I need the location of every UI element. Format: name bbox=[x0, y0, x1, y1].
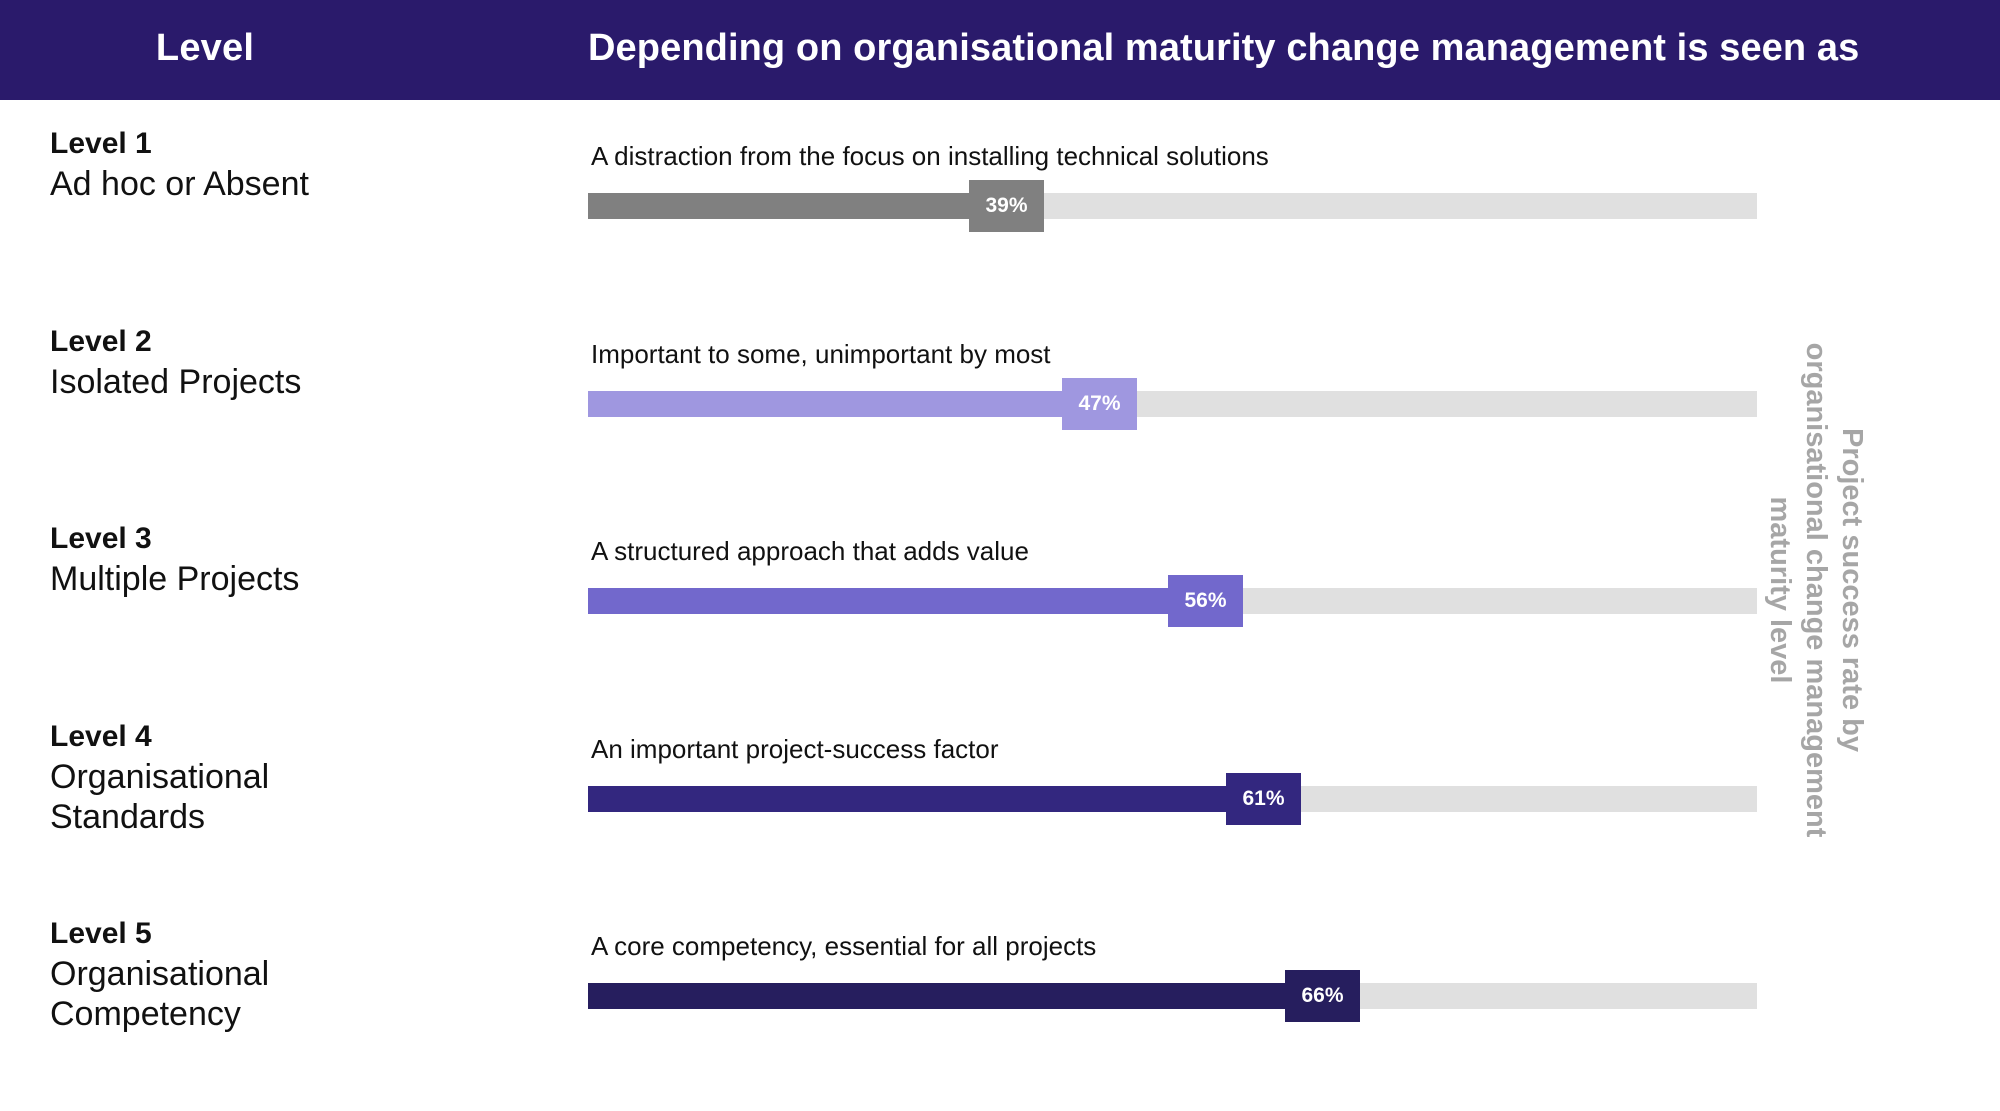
level-name: Ad hoc or Absent bbox=[50, 165, 309, 203]
bar-description: Important to some, unimportant by most bbox=[591, 338, 1051, 369]
level-name: Multiple Projects bbox=[50, 560, 300, 598]
value-label: 66% bbox=[1285, 970, 1360, 1022]
chart-row: Level 4 Organisational Standards An import… bbox=[0, 717, 1800, 914]
header-bar: Level Depending on organisational maturi… bbox=[0, 0, 2000, 100]
chart-row: Level 3 Multiple Projects A structured app… bbox=[0, 519, 1800, 716]
bar-track: 61% bbox=[588, 772, 1757, 825]
chart-row: Level 1 Ad hoc or Absent A distraction fro… bbox=[0, 124, 1800, 321]
level-number: Level 5 bbox=[50, 917, 152, 950]
value-label: 56% bbox=[1168, 575, 1243, 627]
bar-description: An important project-success factor bbox=[591, 733, 999, 764]
value-label: 39% bbox=[969, 180, 1044, 232]
bar-track: 39% bbox=[588, 180, 1757, 232]
level-number: Level 4 bbox=[50, 719, 152, 753]
chart-row: Level 2 Isolated Projects Important to som… bbox=[0, 322, 1800, 519]
level-number: Level 3 bbox=[50, 522, 152, 555]
bar-fill bbox=[588, 983, 1360, 1009]
level-name: Organisational Standards bbox=[50, 757, 270, 836]
value-label: 61% bbox=[1226, 772, 1301, 825]
bar-description: A distraction from the focus on installi… bbox=[591, 141, 1269, 171]
value-label: 47% bbox=[1062, 377, 1137, 430]
side-axis-label: Project success rate by organisational c… bbox=[1764, 342, 1868, 838]
bar-track: 56% bbox=[588, 575, 1757, 627]
level-name: Organisational Competency bbox=[50, 955, 270, 1033]
chart-row: Level 5 Organisational Competency A core c… bbox=[0, 914, 1800, 1111]
level-name: Isolated Projects bbox=[50, 362, 302, 401]
bar-track: 66% bbox=[588, 970, 1757, 1022]
bar-fill bbox=[588, 193, 1044, 219]
chart-title: Depending on organisational maturity cha… bbox=[588, 27, 1860, 69]
bar-description: A structured approach that adds value bbox=[591, 536, 1029, 566]
bar-description: A core competency, essential for all pro… bbox=[591, 931, 1097, 961]
bar-fill bbox=[588, 390, 1137, 417]
level-number: Level 1 bbox=[50, 127, 152, 160]
bar-track: 47% bbox=[588, 377, 1757, 430]
bar-fill bbox=[588, 785, 1301, 812]
bar-fill bbox=[588, 588, 1243, 614]
level-column-header: Level bbox=[155, 27, 255, 69]
level-number: Level 2 bbox=[50, 324, 152, 358]
